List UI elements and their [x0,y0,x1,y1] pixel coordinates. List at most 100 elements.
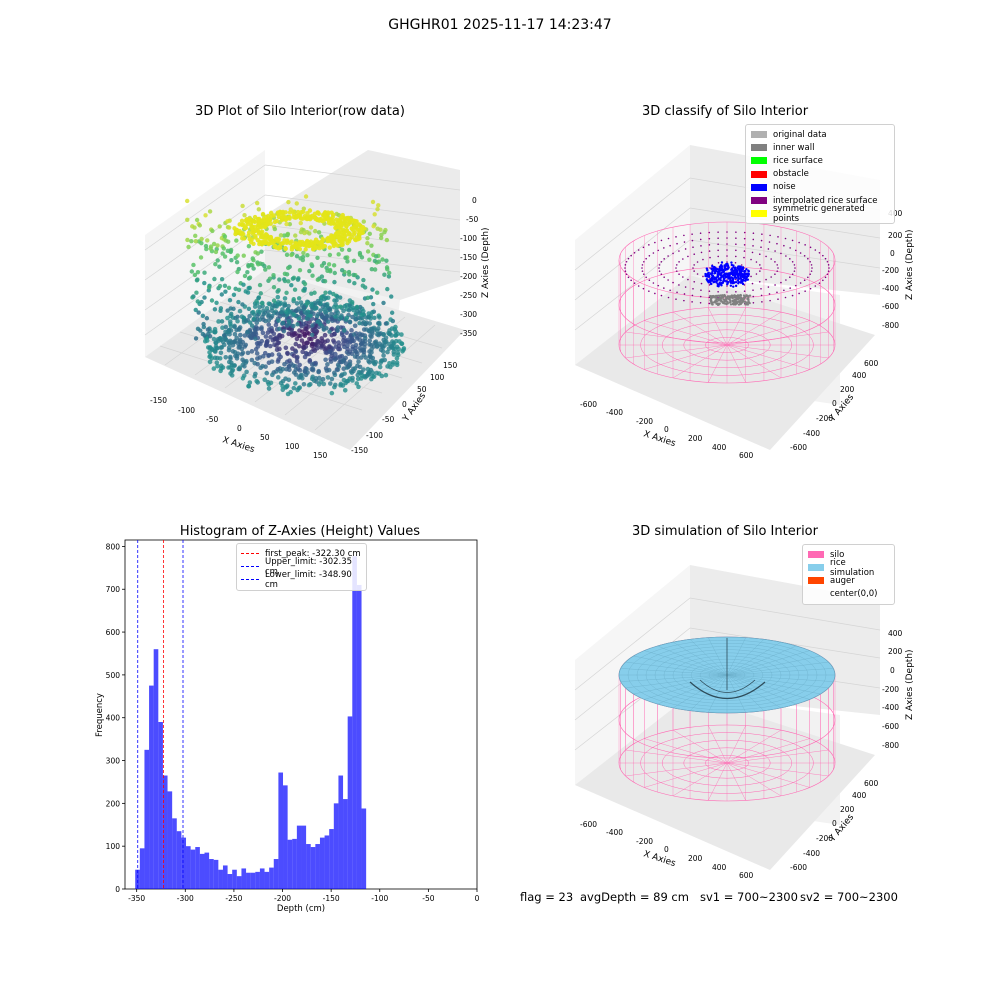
classify-point [818,251,821,254]
classify-point [736,279,740,282]
simulation-ytick-1: -400 [803,849,820,858]
raw-point [263,239,269,245]
raw-point [314,314,320,319]
classify-point [740,264,743,266]
raw-point [354,381,360,386]
classify-point [735,249,737,252]
raw-point [370,373,375,379]
raw-point [359,312,364,317]
classify-point [752,301,755,304]
silo-floor-spoke [726,344,829,359]
raw-ytick-0: -150 [351,446,368,455]
raw-point [257,309,262,315]
raw-point [343,361,349,366]
raw-point [207,334,213,339]
raw-point [347,272,352,277]
classify-point [715,279,718,282]
classify-point [733,300,736,303]
simulation-legend-item: center(0,0) [808,588,889,601]
histogram-ytick-label: 300 [106,757,121,766]
raw-point [241,315,247,321]
classify-point [765,278,767,281]
classify-point [752,295,755,298]
raw-point [356,369,362,375]
raw-point [294,301,300,306]
raw-point [276,318,281,323]
raw-point [316,368,322,374]
histogram-bar [204,852,210,889]
raw-ytick-4: 50 [417,385,427,394]
raw-point [365,295,370,301]
classify-point [667,296,670,299]
raw-point [240,302,245,307]
legend-swatch [808,564,824,572]
silo-floor-spoke [726,344,782,379]
classify-point [702,258,704,261]
rice-surface-grid [726,661,829,676]
classify-point [713,300,716,303]
classify-point [707,275,711,279]
rice-surface-grid [726,674,810,700]
raw-point [296,213,302,219]
raw-point [347,319,353,325]
silo-floor-spoke [672,311,728,346]
raw-point [342,371,347,376]
raw-point [347,247,352,253]
raw-point [256,295,261,301]
raw-ytick-2: -50 [382,415,394,424]
raw-point [252,374,258,379]
raw-point [289,282,294,288]
classify-point [717,299,721,302]
raw-point [300,345,306,350]
raw-point [338,383,343,388]
raw-point [263,232,269,237]
raw-point [314,305,319,311]
classify-point [663,258,665,260]
silo-floor-spoke [726,311,782,346]
raw-point [287,222,293,227]
classify-point [732,281,735,285]
raw-point [323,210,328,215]
footer-sv2: sv2 = 700~2300 [800,890,898,904]
classify-point [642,287,645,290]
raw-point [291,385,297,391]
raw-point [341,227,346,232]
raw-point [263,267,268,272]
raw-point [249,357,255,363]
classify-point [714,271,717,275]
raw-point [195,270,201,275]
raw-point [293,233,298,238]
classify-point [751,251,754,254]
raw-point [186,244,191,250]
silo-floor-spoke [708,725,728,764]
raw-point [369,326,375,331]
histogram-bar [264,871,270,889]
raw-point [200,313,206,319]
raw-point [275,294,281,300]
raw-point [369,243,374,248]
classify-point [725,262,728,266]
classify-point [667,237,670,240]
classify-point [711,295,714,299]
raw-point [375,226,380,231]
classify-point [767,286,770,288]
classify-point [731,302,735,305]
classify-point [687,255,689,258]
raw-point [291,323,296,329]
raw-plot-title: 3D Plot of Silo Interior(row data) [195,104,405,119]
classify-point [719,279,723,282]
raw-point [297,385,303,390]
raw-point [361,327,367,332]
raw-point [192,272,198,278]
raw-point [259,338,265,344]
classify-point [683,234,685,237]
raw-point [318,308,323,313]
raw-point [219,319,225,324]
raw-point [325,236,330,242]
raw-point [367,360,372,365]
classify-point [791,273,794,276]
raw-point [351,272,356,278]
raw-point [236,287,242,292]
raw-point [203,213,208,218]
classify-point [726,291,728,293]
